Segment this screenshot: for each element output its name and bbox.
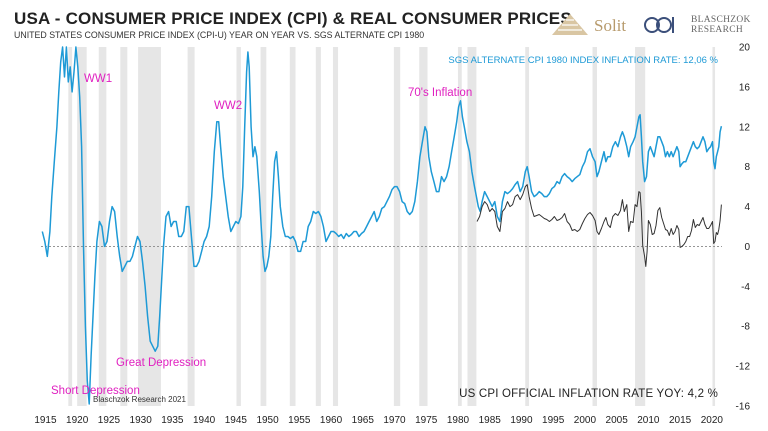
y-tick-label: 16 — [739, 82, 751, 93]
y-tick-label: -12 — [736, 362, 751, 373]
x-tick-label: 1950 — [256, 415, 279, 426]
x-tick-label: 1965 — [352, 415, 375, 426]
recession-band-18 — [712, 47, 716, 406]
recession-band-13 — [457, 47, 462, 406]
recession-band-15 — [525, 47, 530, 406]
x-tick-label: 2005 — [606, 415, 629, 426]
y-tick-label: 8 — [744, 162, 750, 173]
recession-band-11 — [393, 47, 401, 406]
recession-band-6 — [236, 47, 241, 406]
x-tick-label: 1935 — [161, 415, 184, 426]
recession-bands — [68, 47, 716, 406]
y-tick-label: 20 — [739, 43, 751, 54]
us-cpi-rate-label: US CPI OFFICIAL INFLATION RATE YOY: 4,2 … — [459, 388, 718, 400]
annotation-70s-inflation: 70's Inflation — [408, 87, 472, 99]
solit-pyramid-logo-icon — [552, 14, 588, 35]
x-tick-label: 1945 — [225, 415, 248, 426]
series-line-us-cpi-official — [476, 184, 722, 267]
recession-band-1 — [77, 47, 87, 406]
blaschzok-logo-icon — [644, 17, 674, 33]
x-tick-label: 1930 — [130, 415, 153, 426]
y-tick-label: 4 — [744, 202, 750, 213]
annotation-ww1: WW1 — [84, 73, 112, 85]
x-tick-label: 2010 — [637, 415, 660, 426]
recession-band-12 — [419, 47, 428, 406]
annotation-ww2: WW2 — [214, 100, 242, 112]
logo-bar: Solit BLASCHZOK RESEARCH — [548, 12, 760, 38]
x-tick-label: 2000 — [574, 415, 597, 426]
recession-band-10 — [332, 47, 339, 406]
y-tick-label: -4 — [741, 282, 750, 293]
series-lines — [41, 46, 723, 405]
x-tick-label: 1980 — [447, 415, 470, 426]
x-tick-label: 1915 — [34, 415, 57, 426]
recession-band-0 — [68, 47, 73, 406]
x-tick-label: 1955 — [288, 415, 311, 426]
y-tick-label: 0 — [744, 242, 750, 253]
blaschzok-logo-text: BLASCHZOK RESEARCH — [691, 15, 751, 35]
x-tick-label: 1920 — [66, 415, 89, 426]
sgs-rate-label: SGS ALTERNATE CPI 1980 INDEX INFLATION R… — [448, 55, 718, 66]
recession-band-4 — [138, 47, 161, 406]
x-axis-ticks: 1915 1920 1925 1930 1935 1940 1945 1950 1955 1960… — [34, 415, 723, 426]
annotation-great-depression: Great Depression — [116, 357, 206, 369]
x-tick-label: 1995 — [542, 415, 565, 426]
chart-subtitle: UNITED STATES CONSUMER PRICE INDEX (CPI-… — [14, 30, 425, 40]
series-line-sgs-alternate-cpi — [41, 46, 723, 405]
blaschzok-logo-line2: RESEARCH — [691, 24, 744, 35]
x-tick-label: 2015 — [669, 415, 692, 426]
recession-band-7 — [260, 47, 267, 406]
x-tick-label: 1940 — [193, 415, 216, 426]
chart-title: USA - CONSUMER PRICE INDEX (CPI) & REAL … — [14, 9, 572, 28]
x-tick-label: 1925 — [98, 415, 121, 426]
y-axis-ticks: -16 -12 -8 -4 0 4 8 12 16 20 — [736, 43, 751, 413]
recession-band-14 — [467, 47, 477, 406]
y-tick-label: -16 — [736, 402, 751, 413]
x-tick-label: 1970 — [383, 415, 406, 426]
annotation-short-depression: Short Depression — [51, 385, 140, 397]
recession-band-9 — [315, 47, 321, 406]
y-tick-label: 12 — [739, 122, 751, 133]
x-tick-label: 2020 — [701, 415, 724, 426]
y-tick-label: -8 — [741, 322, 750, 333]
x-tick-label: 1990 — [510, 415, 533, 426]
credit-text: Blaschzok Research 2021 — [93, 395, 186, 404]
blaschzok-logo-line1: BLASCHZOK — [691, 15, 751, 25]
recession-band-17 — [635, 47, 646, 406]
recession-band-8 — [289, 47, 296, 406]
recession-band-16 — [592, 47, 597, 406]
solit-logo-text: Solit — [594, 16, 627, 35]
x-tick-label: 1975 — [415, 415, 438, 426]
recession-band-3 — [120, 47, 128, 406]
x-tick-label: 1960 — [320, 415, 343, 426]
x-tick-label: 1985 — [479, 415, 502, 426]
